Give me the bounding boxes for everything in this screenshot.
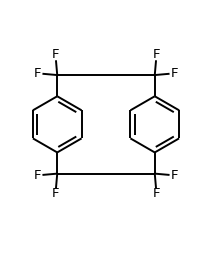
Text: F: F bbox=[153, 187, 160, 200]
Text: F: F bbox=[33, 169, 41, 182]
Text: F: F bbox=[171, 67, 179, 80]
Text: F: F bbox=[153, 49, 160, 61]
Text: F: F bbox=[171, 169, 179, 182]
Text: F: F bbox=[52, 49, 59, 61]
Text: F: F bbox=[52, 187, 59, 200]
Text: F: F bbox=[33, 67, 41, 80]
